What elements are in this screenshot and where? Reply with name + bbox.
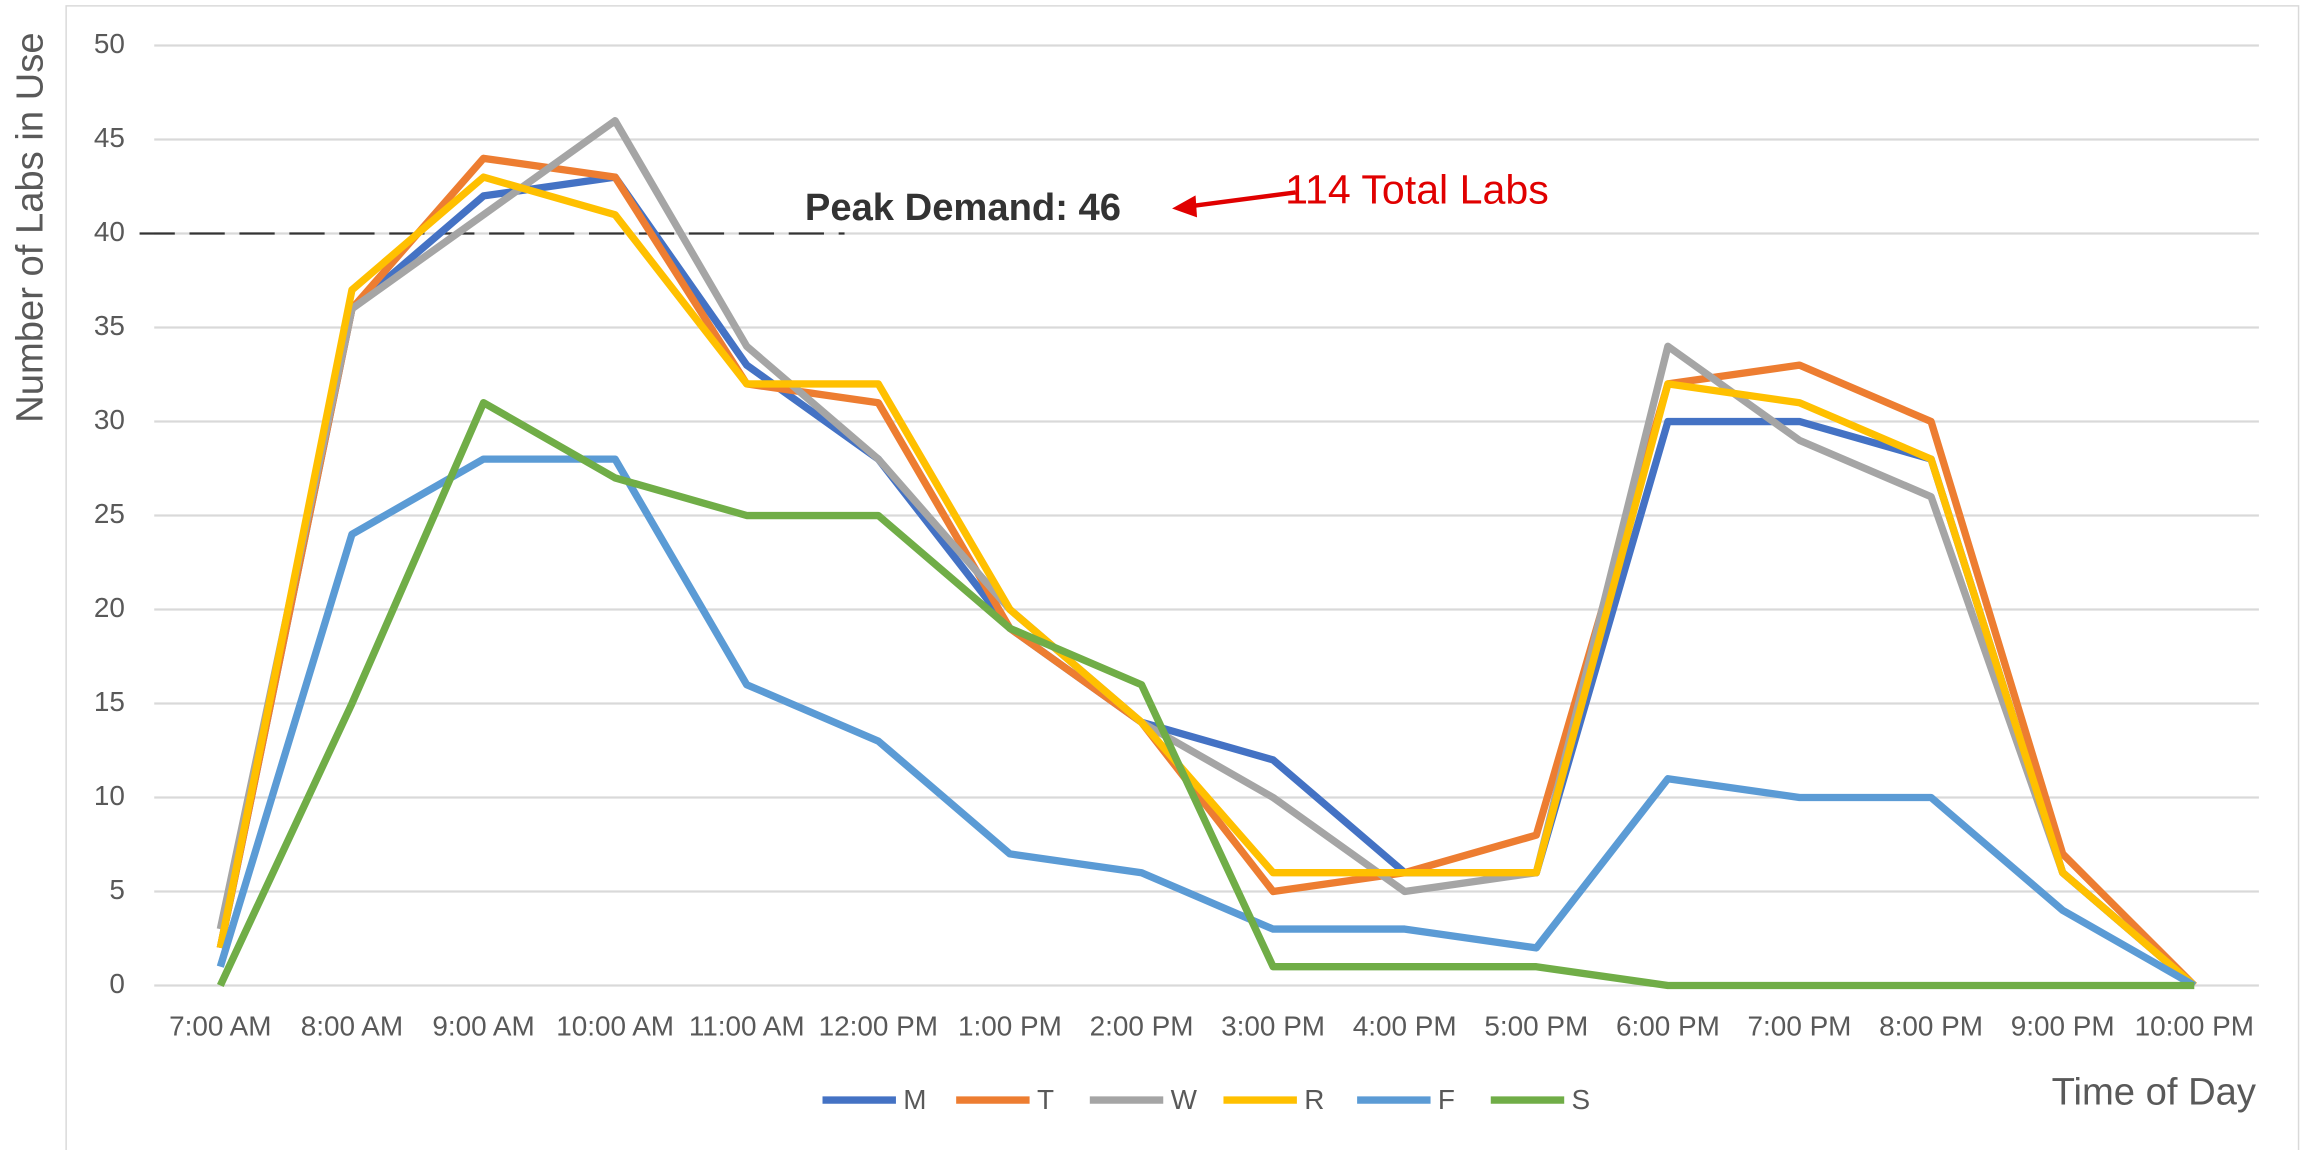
y-tick-label: 0 bbox=[109, 968, 125, 999]
x-tick-label: 2:00 PM bbox=[1090, 1010, 1194, 1041]
legend-label: R bbox=[1304, 1084, 1324, 1115]
y-tick-label: 15 bbox=[94, 686, 125, 717]
x-tick-label: 10:00 PM bbox=[2135, 1010, 2254, 1041]
x-tick-label: 6:00 PM bbox=[1616, 1010, 1720, 1041]
x-axis-label: Time of Day bbox=[2052, 1070, 2257, 1113]
x-tick-label: 9:00 AM bbox=[432, 1010, 534, 1041]
series-line bbox=[216, 117, 2197, 989]
x-tick-label: 7:00 PM bbox=[1748, 1010, 1852, 1041]
x-tick-label: 12:00 PM bbox=[819, 1010, 938, 1041]
y-tick-label: 40 bbox=[94, 216, 125, 247]
series-line bbox=[216, 173, 2197, 989]
legend-label: F bbox=[1438, 1084, 1455, 1115]
y-tick-label: 30 bbox=[94, 404, 125, 435]
x-tick-label: 11:00 AM bbox=[689, 1010, 805, 1041]
y-tick-label: 25 bbox=[94, 498, 125, 529]
y-tick-label: 35 bbox=[94, 310, 125, 341]
y-tick-label: 50 bbox=[94, 28, 125, 59]
x-tick-label: 1:00 PM bbox=[958, 1010, 1062, 1041]
grid bbox=[154, 44, 2259, 987]
y-axis-label: Number of Labs in Use bbox=[8, 32, 51, 422]
y-tick-label: 5 bbox=[109, 874, 125, 905]
legend-label: T bbox=[1037, 1084, 1054, 1115]
series-line bbox=[216, 173, 2197, 989]
annotation: 114 Total Labs bbox=[1285, 166, 1549, 212]
x-tick-label: 8:00 AM bbox=[301, 1010, 403, 1041]
legend-label: M bbox=[903, 1084, 926, 1115]
x-tick-label: 7:00 AM bbox=[169, 1010, 271, 1041]
annotation-arrowhead bbox=[1172, 195, 1198, 218]
x-tick-label: 9:00 PM bbox=[2011, 1010, 2115, 1041]
y-tick-label: 10 bbox=[94, 780, 125, 811]
legend-label: S bbox=[1572, 1084, 1591, 1115]
series-line bbox=[216, 455, 2197, 989]
series-line bbox=[217, 399, 2195, 990]
x-tick-label: 5:00 PM bbox=[1484, 1010, 1588, 1041]
legend-label: W bbox=[1171, 1084, 1198, 1115]
x-tick-label: 8:00 PM bbox=[1879, 1010, 1983, 1041]
series-line bbox=[216, 154, 2197, 989]
y-tick-label: 20 bbox=[94, 592, 125, 623]
x-tick-label: 10:00 AM bbox=[556, 1010, 674, 1041]
x-tick-label: 3:00 PM bbox=[1221, 1010, 1325, 1041]
y-tick-label: 45 bbox=[94, 122, 125, 153]
chart-frame bbox=[65, 5, 2300, 1150]
annotation: Peak Demand: 46 bbox=[805, 186, 1121, 229]
x-tick-label: 4:00 PM bbox=[1353, 1010, 1457, 1041]
annotation-arrow bbox=[1183, 190, 1296, 210]
